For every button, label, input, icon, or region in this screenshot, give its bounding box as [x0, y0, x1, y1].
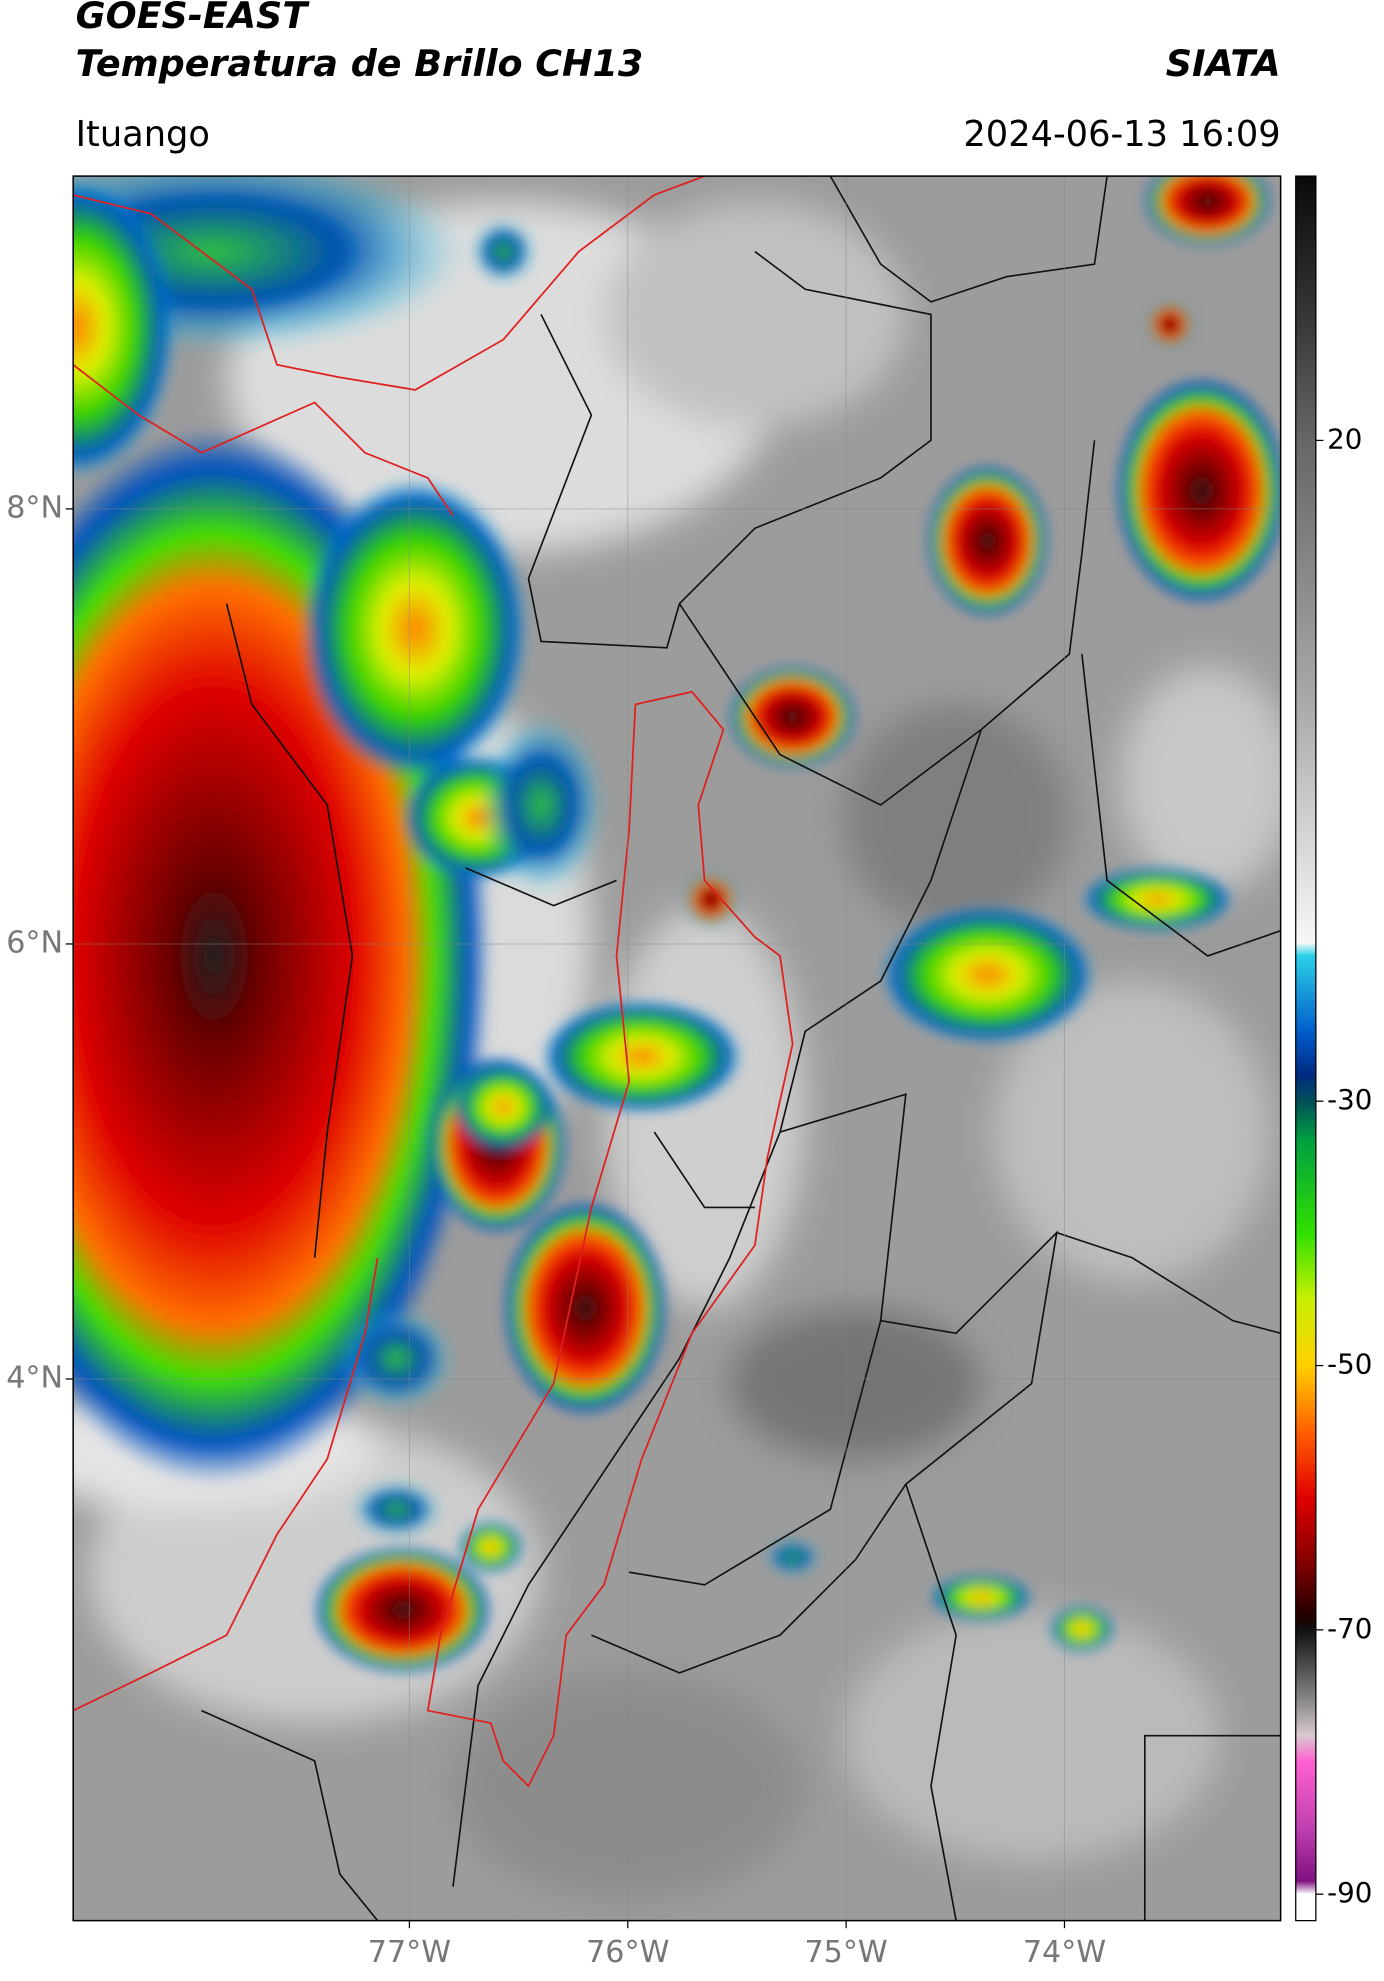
lat-tick-label: 6°N [6, 925, 63, 960]
lat-tick-label: 4°N [6, 1360, 63, 1395]
location: Ituango [76, 114, 210, 155]
source: SIATA [1166, 42, 1281, 85]
region-borders [73, 176, 794, 1788]
lon-tick-label: 77°W [368, 1935, 451, 1970]
colorbar-tick-label: -70 [1327, 1612, 1372, 1645]
lon-tick-label: 76°W [586, 1935, 669, 1970]
admin-borders [201, 176, 1281, 1921]
colorbar-tick-label: -50 [1327, 1348, 1372, 1381]
colorbar [1295, 175, 1317, 1922]
colorbar-tick-label: 20 [1327, 422, 1362, 455]
colorbar-tick-label: -90 [1327, 1876, 1372, 1909]
colorbar-tick-label: -30 [1327, 1083, 1372, 1116]
datetime: 2024-06-13 16:09 [963, 114, 1280, 155]
lat-tick-label: 8°N [6, 490, 63, 525]
title: GOES-EAST [76, 0, 311, 37]
map-frame [72, 175, 1282, 1922]
satellite-image [73, 176, 1281, 1921]
subtitle: Temperatura de Brillo CH13 [76, 42, 644, 85]
lon-tick-label: 75°W [804, 1935, 887, 1970]
lon-tick-label: 74°W [1023, 1935, 1106, 1970]
